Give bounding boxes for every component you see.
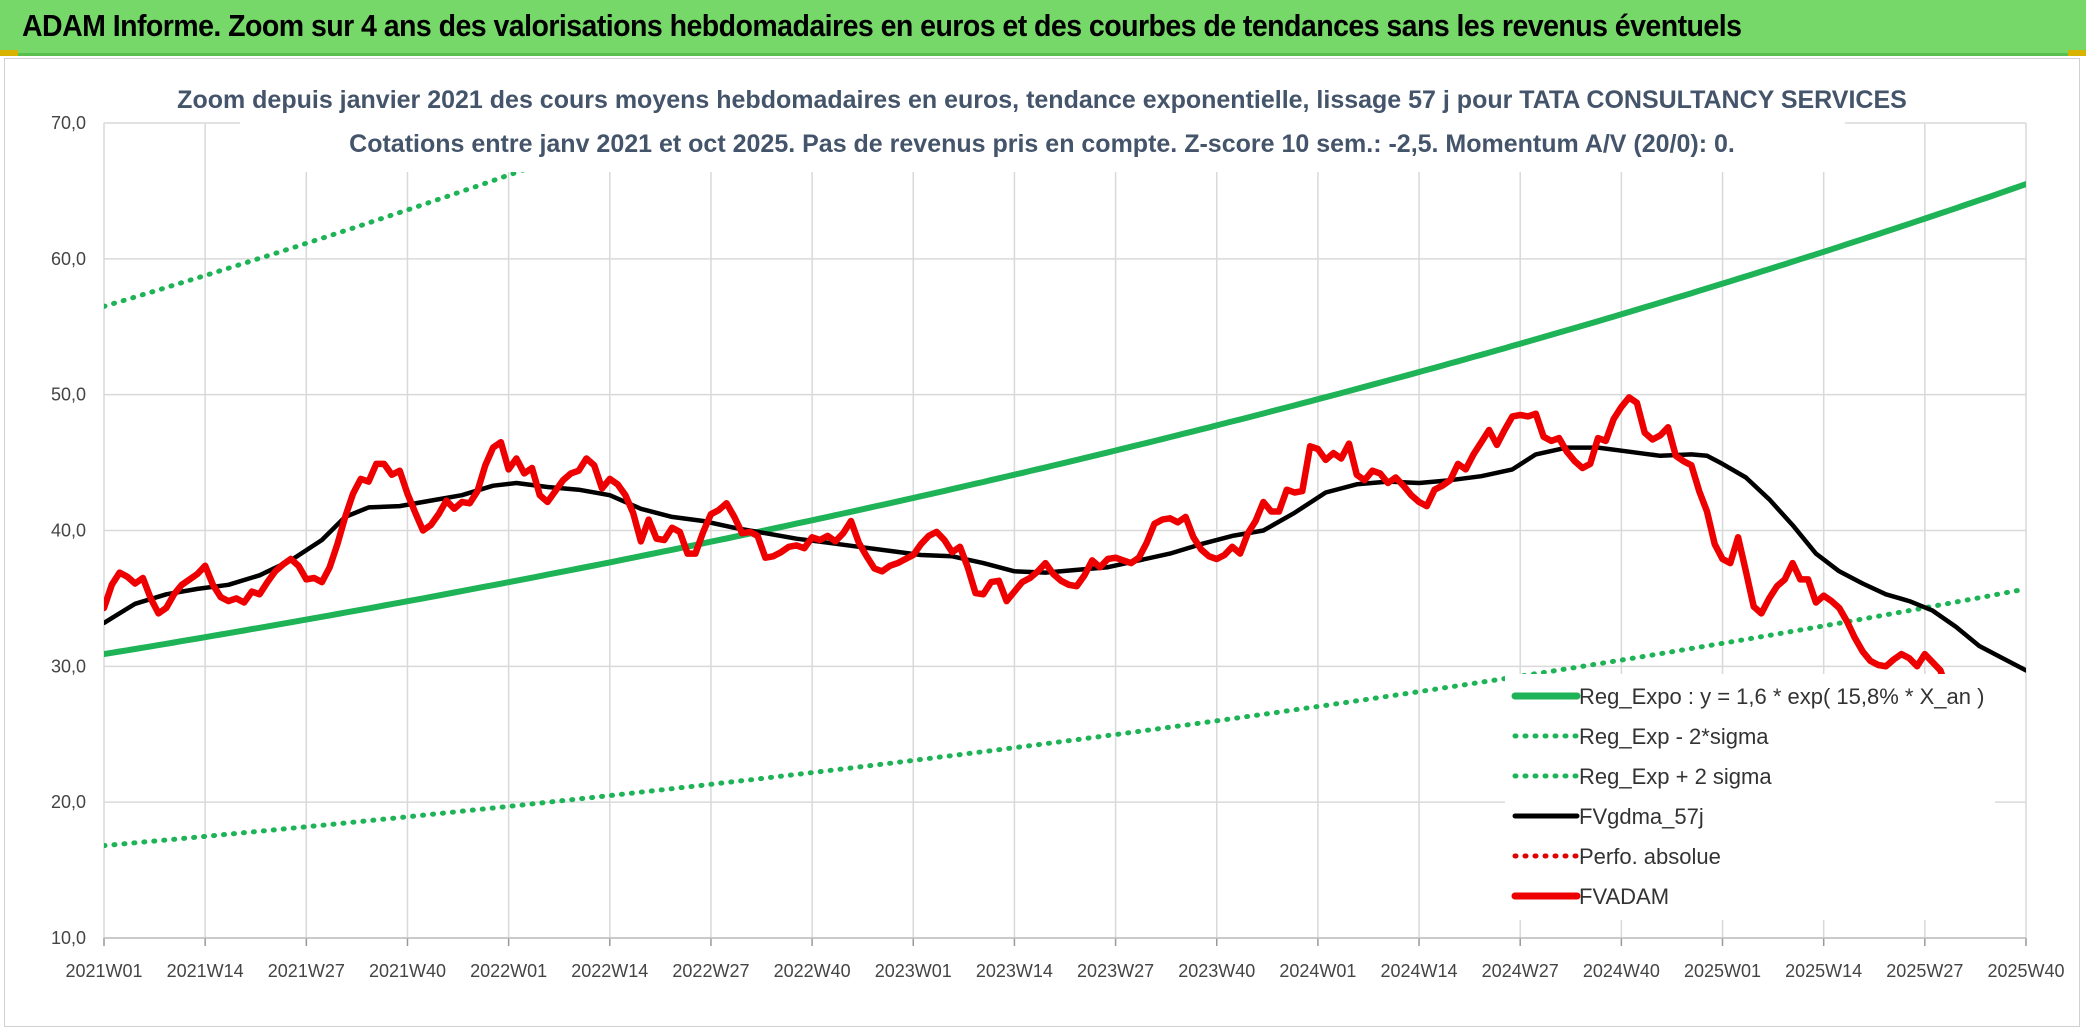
x-tick-label: 2022W40 <box>774 961 851 981</box>
x-tick-label: 2024W01 <box>1279 961 1356 981</box>
legend-label: Reg_Expo : y = 1,6 * exp( 15,8% * X_an ) <box>1579 684 1984 709</box>
fvgdma-57j-line <box>104 445 2026 673</box>
legend-label: FVADAM <box>1579 884 1669 909</box>
x-tick-label: 2024W27 <box>1482 961 1559 981</box>
legend-label: FVgdma_57j <box>1579 804 1704 829</box>
x-tick-label: 2024W40 <box>1583 961 1660 981</box>
y-tick-label: 40,0 <box>51 521 86 541</box>
reg-exp-minus-2sigma-line <box>104 586 2026 849</box>
header-left-accent <box>0 50 18 56</box>
legend-background <box>1505 674 1995 920</box>
x-tick-label: 2021W14 <box>167 961 244 981</box>
series-layer <box>104 121 2026 849</box>
x-tick-label: 2023W01 <box>875 961 952 981</box>
y-tick-label: 50,0 <box>51 385 86 405</box>
axes: 10,0 20,0 30,0 40,0 50,0 60,0 70,0 2021W01 2021W… <box>51 113 2065 981</box>
x-tick-label: 2022W14 <box>571 961 648 981</box>
page-title: ADAM Informe. Zoom sur 4 ans des valoris… <box>22 8 1742 43</box>
reg-expo-line <box>104 181 2026 658</box>
page-header: ADAM Informe. Zoom sur 4 ans des valoris… <box>0 0 2086 56</box>
x-tick-label: 2025W01 <box>1684 961 1761 981</box>
x-tick-label: 2022W01 <box>470 961 547 981</box>
x-tick-label: 2023W14 <box>976 961 1053 981</box>
y-tick-label: 30,0 <box>51 656 86 676</box>
x-tick-label: 2024W14 <box>1381 961 1458 981</box>
y-tick-label: 20,0 <box>51 792 86 812</box>
chart-title-background <box>240 80 1845 172</box>
chart-frame <box>4 58 2080 1027</box>
x-tick-label: 2023W27 <box>1077 961 1154 981</box>
chart-title-line-1: Zoom depuis janvier 2021 des cours moyen… <box>177 86 1907 114</box>
legend-label: Reg_Exp + 2 sigma <box>1579 764 1772 789</box>
x-tick-label: 2021W40 <box>369 961 446 981</box>
x-tick-label: 2023W40 <box>1178 961 1255 981</box>
legend: Reg_Expo : y = 1,6 * exp( 15,8% * X_an )… <box>1505 674 1995 920</box>
fvadam-line <box>104 394 1952 697</box>
legend-label: Reg_Exp - 2*sigma <box>1579 724 1769 749</box>
y-tick-label: 10,0 <box>51 928 86 948</box>
legend-label: Perfo. absolue <box>1579 844 1721 869</box>
x-tick-label: 2021W27 <box>268 961 345 981</box>
chart-title-line-2: Cotations entre janv 2021 et oct 2025. P… <box>349 130 1735 158</box>
header-right-accent <box>2068 50 2086 56</box>
chart-title: Zoom depuis janvier 2021 des cours moyen… <box>177 80 1907 172</box>
x-tick-label: 2025W27 <box>1886 961 1963 981</box>
y-tick-label: 70,0 <box>51 113 86 133</box>
x-tick-label: 2022W27 <box>672 961 749 981</box>
x-tick-label: 2025W40 <box>1987 961 2064 981</box>
y-tick-label: 60,0 <box>51 249 86 269</box>
x-tick-label: 2021W01 <box>65 961 142 981</box>
x-tick-label: 2025W14 <box>1785 961 1862 981</box>
